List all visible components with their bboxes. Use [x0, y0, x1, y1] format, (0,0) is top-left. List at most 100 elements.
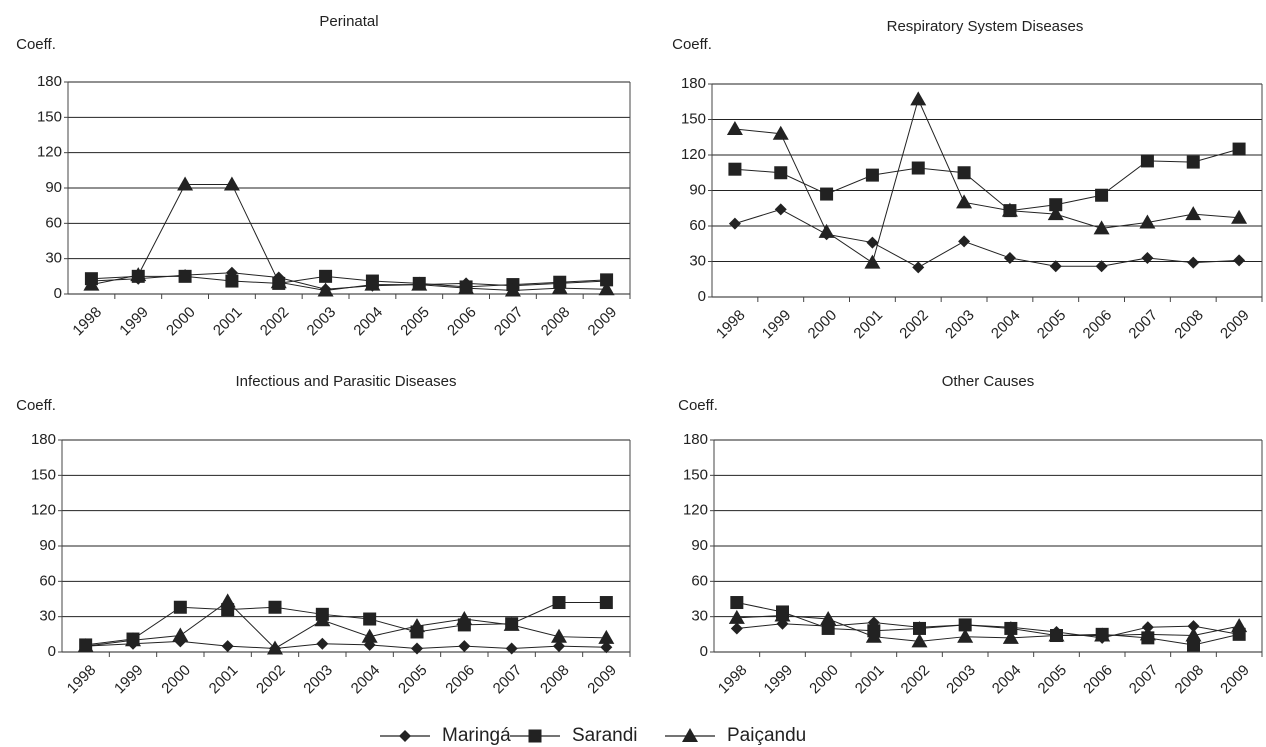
y-tick-label: 90 — [39, 537, 56, 554]
marker-triangle — [177, 176, 194, 191]
y-tick-label: 180 — [31, 431, 56, 448]
x-tick-label: 2009 — [1217, 662, 1253, 698]
x-tick-label: 2004 — [989, 662, 1025, 698]
marker-square — [957, 166, 971, 180]
marker-triangle — [223, 176, 240, 191]
y-axis-label: Coeff. — [678, 397, 718, 414]
marker-square — [599, 596, 613, 610]
y-tick-label: 120 — [37, 144, 62, 161]
marker-triangle — [1231, 618, 1248, 633]
y-tick-label: 120 — [683, 502, 708, 519]
x-tick-label: 2006 — [442, 662, 478, 698]
y-tick-label: 90 — [45, 179, 62, 196]
marker-triangle — [1185, 206, 1202, 221]
chart-title: Other Causes — [942, 373, 1035, 390]
marker-triangle — [1139, 626, 1156, 641]
marker-square — [958, 618, 972, 632]
marker-triangle — [411, 276, 428, 291]
y-tick-label: 120 — [681, 146, 706, 163]
marker-triangle — [598, 629, 615, 644]
marker-diamond — [411, 642, 423, 655]
x-tick-label: 2008 — [1172, 662, 1208, 698]
y-axis-label: Coeff. — [16, 397, 56, 414]
series-line — [734, 148, 1240, 212]
series-line — [736, 614, 1240, 642]
marker-triangle — [219, 593, 236, 608]
marker-square — [363, 612, 377, 626]
marker-square — [600, 273, 614, 287]
y-axis-label: Coeff. — [16, 36, 56, 53]
marker-diamond — [1095, 260, 1108, 273]
legend-label: Paiçandu — [727, 725, 806, 746]
chart-panel: Respiratory System Diseases Coeff. 0 30 60 90… — [672, 18, 1263, 343]
marker-triangle — [364, 276, 381, 291]
x-tick-label: 2001 — [850, 307, 886, 343]
marker-diamond — [958, 235, 971, 248]
x-tick-label: 2002 — [898, 662, 934, 698]
marker-triangle — [1001, 202, 1018, 217]
x-tick-label: 2007 — [490, 662, 526, 698]
marker-triangle — [1185, 627, 1202, 642]
chart-title: Perinatal — [319, 13, 378, 30]
marker-triangle — [864, 254, 881, 269]
x-tick-label: 2002 — [257, 304, 293, 340]
x-tick-label: 2004 — [350, 304, 386, 340]
x-tick-label: 2007 — [1126, 662, 1162, 698]
series-line — [734, 97, 1240, 264]
y-tick-label: 90 — [691, 537, 708, 554]
marker-diamond — [600, 641, 613, 654]
marker-triangle — [818, 223, 835, 238]
marker-square — [1049, 198, 1063, 212]
x-tick-label: 1998 — [715, 662, 751, 698]
x-tick-label: 2001 — [206, 662, 242, 698]
y-tick-label: 150 — [31, 466, 56, 483]
marker-diamond — [728, 217, 741, 230]
y-tick-label: 30 — [691, 608, 708, 625]
marker-triangle — [820, 611, 837, 626]
x-tick-label: 2009 — [1217, 307, 1253, 343]
series-line — [91, 183, 607, 291]
marker-triangle — [172, 627, 189, 642]
y-axis-label: Coeff. — [672, 36, 712, 53]
marker-triangle — [267, 640, 283, 655]
x-tick-label: 1998 — [64, 662, 100, 698]
marker-triangle — [551, 628, 567, 643]
y-tick-label: 180 — [681, 75, 706, 92]
y-tick-label: 30 — [689, 252, 706, 269]
marker-diamond — [912, 261, 925, 274]
marker-diamond — [1141, 251, 1154, 264]
marker-square — [1232, 142, 1246, 156]
marker-square — [552, 596, 566, 610]
x-tick-label: 2003 — [943, 662, 979, 698]
legend-label: Maringá — [442, 725, 511, 746]
marker-triangle — [728, 609, 745, 624]
y-tick-label: 60 — [45, 214, 62, 231]
x-tick-label: 2006 — [444, 304, 480, 340]
x-tick-label: 2008 — [1171, 307, 1207, 343]
marker-square — [913, 621, 926, 635]
marker-triangle — [130, 267, 147, 282]
marker-triangle — [1048, 627, 1065, 642]
y-tick-label: 150 — [681, 110, 706, 127]
x-tick-label: 2002 — [896, 307, 932, 343]
x-tick-label: 2006 — [1080, 307, 1116, 343]
marker-triangle — [77, 638, 94, 653]
marker-square — [1004, 621, 1018, 635]
marker-triangle — [270, 274, 287, 289]
x-tick-label: 2005 — [1035, 662, 1071, 698]
legend-label: Sarandi — [572, 725, 638, 746]
marker-square — [865, 168, 879, 182]
legend: Maringá Sarandi Paiçandu — [380, 725, 806, 746]
series-line — [734, 208, 1240, 268]
marker-square — [173, 600, 187, 614]
x-tick-label: 2001 — [852, 662, 888, 698]
x-tick-label: 2005 — [1034, 307, 1070, 343]
marker-diamond — [1003, 251, 1016, 264]
marker-triangle — [865, 628, 882, 643]
x-tick-label: 1999 — [759, 307, 795, 343]
chart-panel: Perinatal Coeff. 0 30 60 90 120 150 180 1998 1999 2… — [16, 13, 631, 340]
marker-square — [528, 729, 542, 743]
x-tick-label: 2007 — [1125, 307, 1161, 343]
x-tick-label: 2002 — [253, 662, 289, 698]
marker-triangle — [1094, 627, 1111, 642]
